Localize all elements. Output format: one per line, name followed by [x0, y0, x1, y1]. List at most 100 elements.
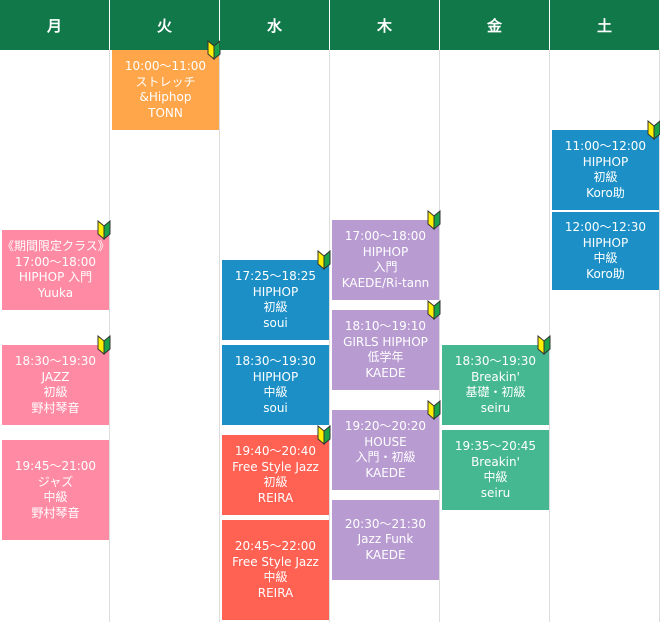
- class-line: Jazz Funk: [357, 532, 414, 547]
- class-line: &Hiphop: [139, 90, 192, 104]
- class-line: JAZZ: [41, 369, 70, 384]
- class-line: 野村琴音: [31, 505, 80, 520]
- beginner-mark-icon: [427, 299, 441, 321]
- class-line: KAEDE: [365, 547, 406, 562]
- class-line: 基礎・初級: [465, 385, 526, 399]
- day-column-fri: 18:30〜19:30 Breakin' 基礎・初級 seiru 19:35〜20:45…: [440, 50, 551, 622]
- day-header-sat: 土: [550, 0, 660, 50]
- class-line: soui: [263, 315, 288, 330]
- class-line: 初級: [263, 475, 288, 489]
- day-header-fri: 金: [440, 0, 550, 50]
- class-line: KAEDE/Ri-tann: [341, 275, 430, 290]
- class-line: HIPHOP: [252, 369, 299, 384]
- day-column-tue: 10:00〜11:00 ストレッチ &Hiphop TONN: [110, 39, 221, 622]
- class-line: 中級: [263, 570, 288, 584]
- class-line: soui: [263, 400, 288, 415]
- class-line: 中級: [593, 251, 618, 265]
- class-line: Koro助: [586, 266, 625, 281]
- class-line: Koro助: [586, 185, 625, 200]
- class-line: HIPHOP: [252, 284, 299, 299]
- class-line: Breakin': [471, 369, 520, 384]
- day-header-mon: 月: [0, 0, 110, 50]
- class-line: 入門: [373, 260, 398, 274]
- class-block[interactable]: 19:45〜21:00 ジャズ 中級 野村琴音: [2, 440, 109, 540]
- class-line: 20:45〜22:00: [234, 539, 317, 553]
- class-line: 11:00〜12:00: [564, 139, 647, 153]
- class-line: 18:30〜19:30: [234, 354, 317, 368]
- class-line: REIRA: [257, 490, 294, 505]
- class-line: 中級: [263, 385, 288, 399]
- class-block[interactable]: 19:35〜20:45 Breakin' 中級 seiru: [442, 430, 549, 510]
- class-block[interactable]: 19:20〜20:20 HOUSE 入門・初級 KAEDE: [332, 399, 441, 490]
- class-line: seiru: [480, 400, 511, 415]
- day-column-mon: 《期間限定クラス》 17:00〜18:00 HIPHOP 入門 Yuuka 18:30〜…: [0, 50, 111, 622]
- class-line: Free Style Jazz: [232, 554, 319, 569]
- class-block[interactable]: 19:40〜20:40 Free Style Jazz 初級 REIRA: [222, 424, 331, 515]
- class-block[interactable]: 18:30〜19:30 HIPHOP 中級 soui: [222, 345, 329, 425]
- day-header-tue: 火: [110, 0, 220, 50]
- class-line: 入門・初級: [355, 450, 416, 464]
- class-line: 19:35〜20:45: [454, 439, 537, 453]
- class-block[interactable]: 12:00〜12:30 HIPHOP 中級 Koro助: [552, 212, 659, 290]
- beginner-mark-icon: [427, 209, 441, 231]
- class-line: 19:40〜20:40: [234, 444, 317, 458]
- beginner-mark-icon: [427, 399, 441, 421]
- class-line: 18:30〜19:30: [14, 354, 97, 368]
- class-block[interactable]: 10:00〜11:00 ストレッチ &Hiphop TONN: [112, 39, 221, 130]
- class-block[interactable]: 《期間限定クラス》 17:00〜18:00 HIPHOP 入門 Yuuka: [2, 219, 111, 310]
- class-line: KAEDE: [365, 465, 406, 480]
- class-line: 18:10〜19:10: [344, 319, 427, 333]
- class-line: 20:30〜21:30: [344, 516, 427, 531]
- beginner-mark-icon: [317, 424, 331, 446]
- class-line: 17:25〜18:25: [234, 269, 317, 283]
- class-line: HIPHOP 入門: [18, 270, 93, 284]
- class-line: 18:30〜19:30: [454, 354, 537, 368]
- class-line: TONN: [148, 105, 183, 120]
- class-line: 中級: [43, 490, 68, 504]
- class-block[interactable]: 20:30〜21:30 Jazz Funk KAEDE: [332, 500, 439, 580]
- class-line: Free Style Jazz: [232, 459, 319, 474]
- class-block[interactable]: 17:25〜18:25 HIPHOP 初級 soui: [222, 249, 331, 340]
- day-column-thu: 17:00〜18:00 HIPHOP 入門 KAEDE/Ri-tann 18:10〜19…: [330, 50, 441, 622]
- class-line: HIPHOP: [582, 154, 629, 169]
- class-block[interactable]: 17:00〜18:00 HIPHOP 入門 KAEDE/Ri-tann: [332, 209, 441, 300]
- class-line: 10:00〜11:00: [124, 59, 207, 73]
- class-line: 初級: [593, 170, 618, 184]
- class-line: 中級: [483, 470, 508, 484]
- class-line: GIRLS HIPHOP: [343, 334, 428, 349]
- beginner-mark-icon: [97, 219, 111, 241]
- class-line: HIPHOP: [362, 244, 409, 259]
- day-column-wed: 17:25〜18:25 HIPHOP 初級 soui 18:30〜19:30 HIPHOP…: [220, 50, 331, 622]
- class-line: 低学年: [367, 350, 404, 364]
- beginner-mark-icon: [317, 249, 331, 271]
- class-block[interactable]: 18:30〜19:30 Breakin' 基礎・初級 seiru: [442, 334, 551, 425]
- class-block[interactable]: 18:10〜19:10 GIRLS HIPHOP 低学年 KAEDE: [332, 299, 441, 390]
- day-header-wed: 水: [220, 0, 330, 50]
- beginner-mark-icon: [97, 334, 111, 356]
- class-block[interactable]: 20:45〜22:00 Free Style Jazz 中級 REIRA: [222, 520, 329, 620]
- class-line: 野村琴音: [31, 400, 80, 415]
- class-line: ジャズ: [37, 474, 74, 489]
- class-line: 《期間限定クラス》: [2, 239, 110, 253]
- class-line: HOUSE: [364, 434, 407, 449]
- class-line: HIPHOP: [582, 235, 629, 250]
- class-line: 17:00〜18:00: [14, 254, 97, 269]
- day-header-thu: 木: [330, 0, 440, 50]
- class-line: Breakin': [471, 454, 520, 469]
- class-line: 19:20〜20:20: [344, 419, 427, 433]
- class-line: ストレッチ: [135, 74, 196, 89]
- beginner-mark-icon: [207, 39, 221, 61]
- class-block[interactable]: 11:00〜12:00 HIPHOP 初級 Koro助: [552, 119, 660, 210]
- class-line: seiru: [480, 485, 511, 500]
- beginner-mark-icon: [647, 119, 660, 141]
- class-line: 12:00〜12:30: [564, 220, 647, 234]
- class-line: 初級: [43, 385, 68, 399]
- class-line: 初級: [263, 300, 288, 314]
- class-line: KAEDE: [365, 365, 406, 380]
- class-line: Yuuka: [37, 285, 74, 300]
- class-line: REIRA: [257, 585, 294, 600]
- class-block[interactable]: 18:30〜19:30 JAZZ 初級 野村琴音: [2, 334, 111, 425]
- beginner-mark-icon: [537, 334, 551, 356]
- class-line: 17:00〜18:00: [344, 229, 427, 243]
